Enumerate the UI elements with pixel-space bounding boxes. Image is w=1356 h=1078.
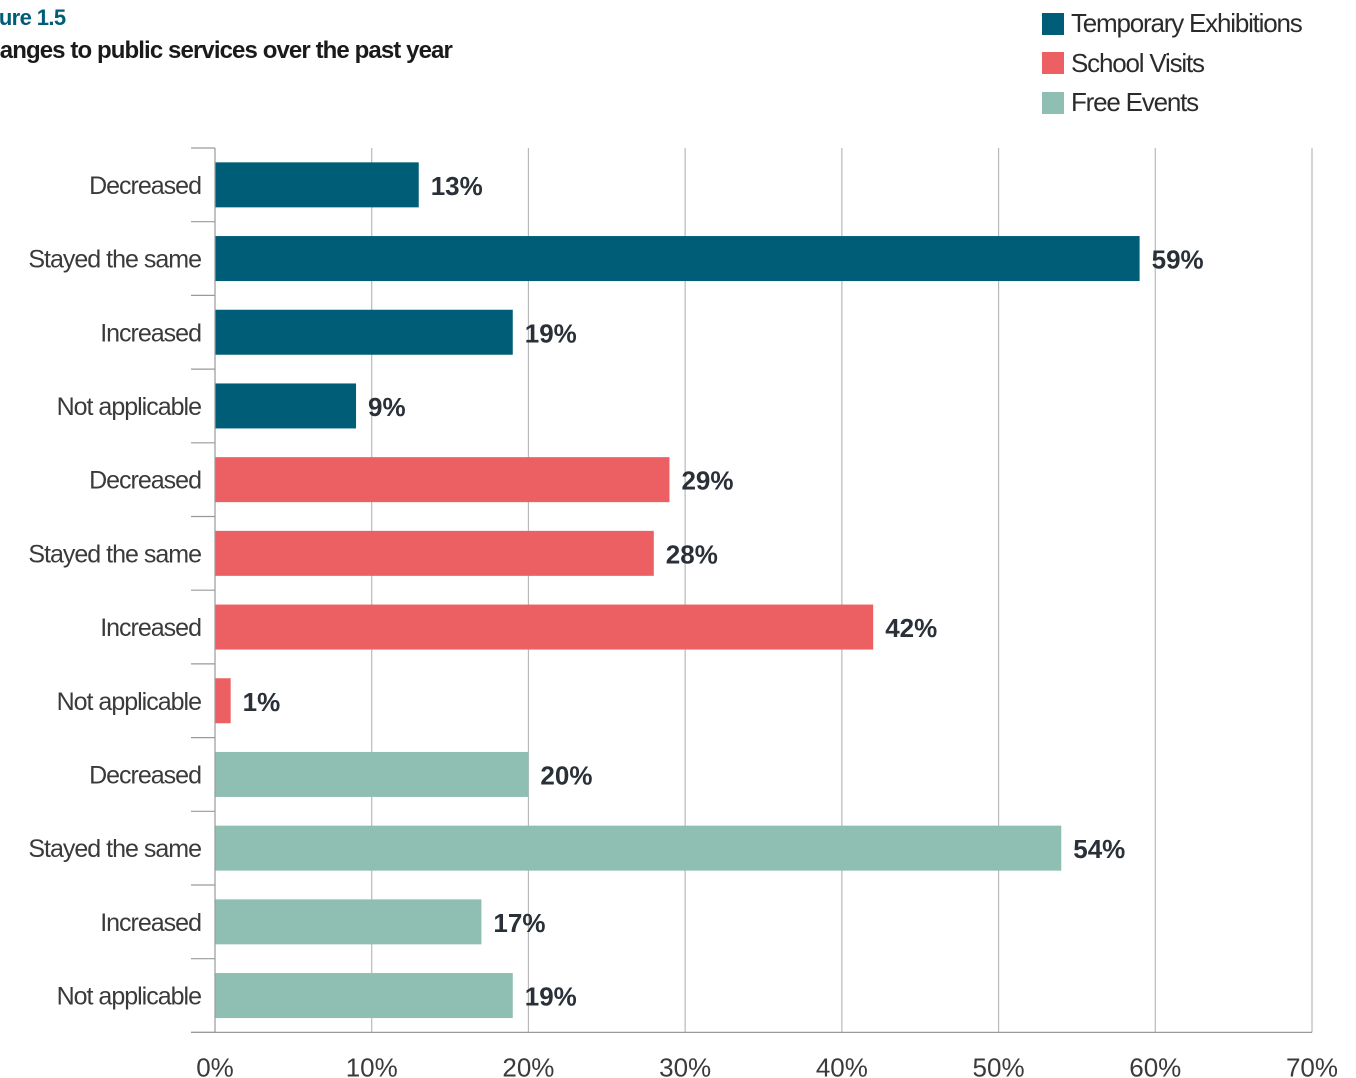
category-label-increased: Increased [100, 614, 201, 642]
labels: 0% 10% 20% 30% 40% 50% 60% 70% Decreased 13% Staye… [28, 171, 1338, 1078]
x-tick-label-0: 0% [196, 1052, 234, 1078]
legend-swatch-school-visits [1042, 52, 1064, 75]
figure-label: gure 1.5 [0, 5, 66, 30]
category-label-decreased: Decreased [89, 172, 201, 200]
data-label-free-events-decreased: 20% [540, 760, 592, 790]
category-label-stayed-the-same: Stayed the same [28, 246, 201, 274]
bar-temporary-exhibitions-decreased [215, 162, 419, 208]
bar-temporary-exhibitions-not-applicable [215, 383, 357, 429]
legend-label-school-visits: School Visits [1071, 47, 1205, 78]
chart-title: hanges to public services over the past … [0, 37, 453, 64]
category-label-stayed-the-same: Stayed the same [28, 540, 201, 568]
legend-item-free-events: Free Events [1042, 83, 1302, 123]
x-tick-label-70: 70% [1286, 1052, 1338, 1078]
legend-swatch-free-events [1042, 91, 1064, 114]
data-label-school-visits-not-applicable: 1% [243, 687, 281, 717]
legend-label-free-events: Free Events [1071, 87, 1199, 118]
data-label-school-visits-decreased: 29% [681, 466, 733, 496]
bar-temporary-exhibitions-increased [215, 309, 513, 355]
category-label-not-applicable: Not applicable [57, 393, 202, 421]
legend-item-temporary-exhibitions: Temporary Exhibitions [1042, 4, 1303, 44]
bar-school-visits-stayed-the-same [215, 530, 654, 576]
bar-school-visits-decreased [215, 457, 670, 503]
data-label-school-visits-stayed-the-same: 28% [666, 539, 718, 569]
bars [215, 162, 1140, 1019]
bar-free-events-increased [215, 899, 482, 945]
data-label-school-visits-increased: 42% [885, 613, 937, 643]
x-tick-label-10: 10% [346, 1052, 398, 1078]
x-tick-label-50: 50% [973, 1052, 1025, 1078]
bar-school-visits-increased [215, 604, 874, 650]
x-tick-label-40: 40% [816, 1052, 868, 1078]
data-label-temporary-exhibitions-not-applicable: 9% [368, 392, 406, 422]
gridlines [371, 148, 1313, 1033]
category-label-stayed-the-same: Stayed the same [28, 835, 201, 863]
data-label-free-events-increased: 17% [493, 908, 545, 938]
x-tick-label-60: 60% [1129, 1052, 1181, 1078]
data-label-temporary-exhibitions-decreased: 13% [431, 171, 483, 201]
bar-free-events-stayed-the-same [215, 825, 1062, 871]
bar-school-visits-not-applicable [215, 678, 231, 724]
data-label-free-events-not-applicable: 19% [525, 982, 577, 1012]
category-label-increased: Increased [100, 319, 201, 347]
category-label-not-applicable: Not applicable [57, 688, 202, 716]
data-label-temporary-exhibitions-increased: 19% [525, 318, 577, 348]
bar-temporary-exhibitions-stayed-the-same [215, 236, 1140, 282]
legend-item-school-visits: School Visits [1042, 44, 1302, 84]
data-label-free-events-stayed-the-same: 54% [1073, 834, 1125, 864]
legend: Temporary Exhibitions School Visits Free… [1042, 4, 1303, 123]
category-label-decreased: Decreased [89, 467, 201, 495]
bar-free-events-not-applicable [215, 973, 513, 1019]
legend-swatch-temporary-exhibitions [1042, 12, 1064, 35]
y-axis [191, 147, 1312, 1034]
category-label-decreased: Decreased [89, 761, 201, 789]
category-label-increased: Increased [100, 909, 201, 937]
legend-label-temporary-exhibitions: Temporary Exhibitions [1071, 8, 1303, 39]
category-label-not-applicable: Not applicable [57, 983, 202, 1011]
x-tick-label-30: 30% [659, 1052, 711, 1078]
bar-free-events-decreased [215, 751, 529, 797]
x-tick-label-20: 20% [502, 1052, 554, 1078]
data-label-temporary-exhibitions-stayed-the-same: 59% [1152, 245, 1204, 275]
